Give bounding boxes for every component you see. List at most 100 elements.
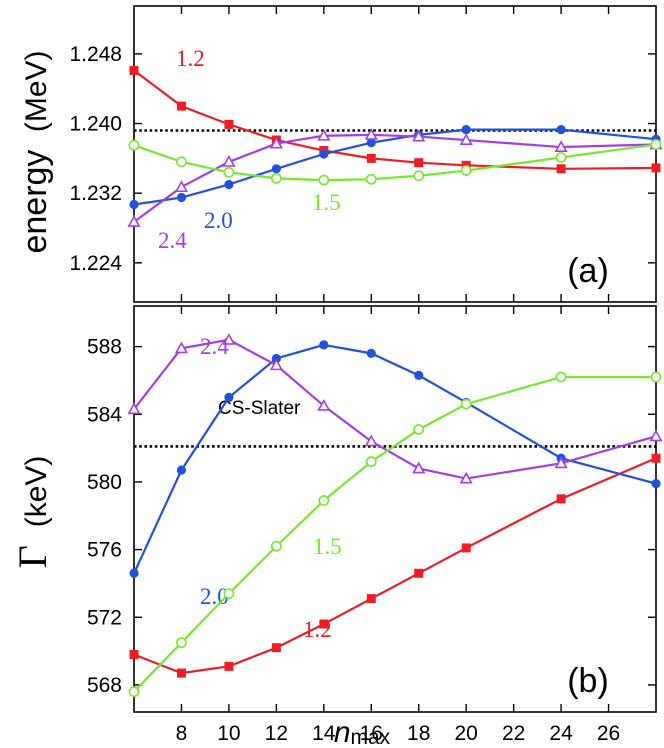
x-tick-label: 8 — [176, 722, 188, 745]
x-axis-label: nmax — [334, 716, 391, 748]
series-1.5-point — [650, 139, 662, 150]
series-1.5-label: 1.5 — [313, 534, 342, 559]
series-2.4-label: 2.4 — [158, 228, 187, 253]
series-2.0-point — [461, 125, 471, 135]
y-tick-label: 1.240 — [69, 113, 122, 136]
y-tick-label: 1.232 — [69, 182, 122, 205]
series-2.4-point — [269, 136, 283, 149]
series-2.4-point — [554, 140, 568, 152]
series-2.4-point — [412, 129, 426, 142]
reference-label: CS-Slater — [218, 398, 301, 419]
series-2.0-point — [129, 199, 139, 210]
series-1.5-label: 1.5 — [312, 190, 341, 215]
series-1.2-point — [271, 643, 281, 653]
series-2.4-point — [174, 341, 189, 354]
series-1.5-point — [555, 371, 567, 383]
series-1.2-point — [366, 153, 376, 163]
series-1.2-point — [414, 158, 424, 168]
x-tick-label: 22 — [502, 722, 525, 745]
series-2.4-point — [222, 332, 236, 345]
x-tick-label: 20 — [455, 722, 478, 745]
series-2.4-label: 2.4 — [200, 334, 229, 359]
series-2.4-line — [133, 133, 657, 223]
series-2.0-point — [366, 138, 376, 148]
series-2.0-point — [556, 125, 566, 135]
series-1.5-point — [413, 170, 425, 182]
series-1.2-point — [129, 65, 139, 75]
series-1.5-point — [318, 495, 330, 506]
series-2.0-point — [271, 164, 281, 174]
series-1.2-point — [556, 164, 566, 174]
y-tick-label: 1.248 — [69, 43, 122, 66]
series-2.4-point — [127, 215, 141, 227]
panel-b-width: 568 572 576 580 584 588 8 10 12 14 16 18 20 22 24 26 CS-… — [10, 305, 663, 748]
series-1.2-point — [319, 619, 329, 629]
panel-0-frame — [133, 5, 657, 303]
series-2.0-point — [224, 392, 234, 402]
series-1.2-line — [133, 69, 657, 170]
series-2.4-line — [133, 338, 657, 480]
series-1.2-point — [224, 119, 234, 129]
x-tick-label: 12 — [265, 722, 288, 745]
series-1.5-point — [365, 456, 377, 468]
series-1.5-point — [223, 166, 235, 178]
series-2.4-point — [317, 128, 331, 141]
series-1.2-point — [176, 668, 186, 678]
panel-label: (b) — [567, 662, 609, 700]
series-1.5-point — [650, 371, 662, 383]
series-1.5-point — [460, 398, 472, 410]
y-axis-label: Γ (keV) — [10, 456, 55, 569]
y-tick-label: 572 — [87, 606, 122, 629]
series-2.0-label: 2.0 — [204, 208, 233, 233]
panel-1-frame — [133, 305, 657, 713]
series-1.2-point — [414, 568, 424, 578]
series-2.4-point — [364, 127, 378, 140]
series-2.0-point — [319, 340, 329, 350]
series-2.0-line — [133, 343, 657, 574]
y-tick-label: 588 — [87, 336, 122, 359]
x-tick-label: 26 — [597, 722, 620, 745]
series-2.4-point — [174, 180, 189, 193]
series-2.0-point — [366, 348, 376, 358]
series-2.0-point — [176, 192, 187, 203]
series-2.4-point — [649, 429, 663, 442]
series-1.2-point — [651, 453, 661, 463]
y-axis-label: energy (MeV) — [16, 50, 54, 253]
series-2.0-point — [176, 465, 187, 475]
series-2.4-point — [317, 398, 331, 411]
x-tick-label: 10 — [217, 722, 240, 745]
series-2.0-point — [224, 179, 234, 190]
series-2.4-point — [269, 358, 283, 371]
y-tick-label: 1.224 — [69, 252, 122, 275]
series-2.0-point — [319, 149, 329, 159]
series-2.4-point — [459, 471, 473, 484]
y-tick-label: 580 — [87, 471, 122, 494]
series-1.2-label: 1.2 — [303, 617, 332, 642]
x-tick-label: 14 — [312, 722, 336, 745]
series-1.2-point — [366, 594, 376, 604]
series-1.5-point — [176, 156, 187, 168]
series-1.5-point — [270, 540, 282, 552]
series-1.5-line — [133, 375, 656, 693]
y-tick-label: 584 — [87, 403, 122, 426]
x-tick-label: 16 — [360, 722, 383, 745]
series-2.0-point — [651, 479, 661, 489]
series-1.2-label: 1.2 — [176, 46, 205, 71]
series-2.4-point — [364, 434, 378, 447]
series-2.0-label: 2.0 — [200, 584, 229, 609]
series-1.2-point — [651, 163, 661, 173]
x-tick-label: 18 — [407, 722, 430, 745]
panel-a-energy: 1.224 1.232 1.240 1.248 1.2 2.0 2.4 1.5 (a) energ… — [16, 5, 663, 303]
series-1.5-point — [223, 588, 235, 599]
series-2.0-line — [133, 128, 657, 206]
series-1.2-point — [556, 494, 566, 504]
series-1.5-point — [365, 173, 377, 185]
series-2.4-point — [222, 154, 236, 167]
series-1.5-point — [460, 165, 472, 176]
series-1.5-line — [133, 143, 657, 182]
panel-label: (a) — [567, 252, 609, 290]
series-1.2-line — [133, 457, 657, 675]
series-1.5-point — [318, 174, 330, 186]
series-1.2-point — [224, 661, 234, 671]
